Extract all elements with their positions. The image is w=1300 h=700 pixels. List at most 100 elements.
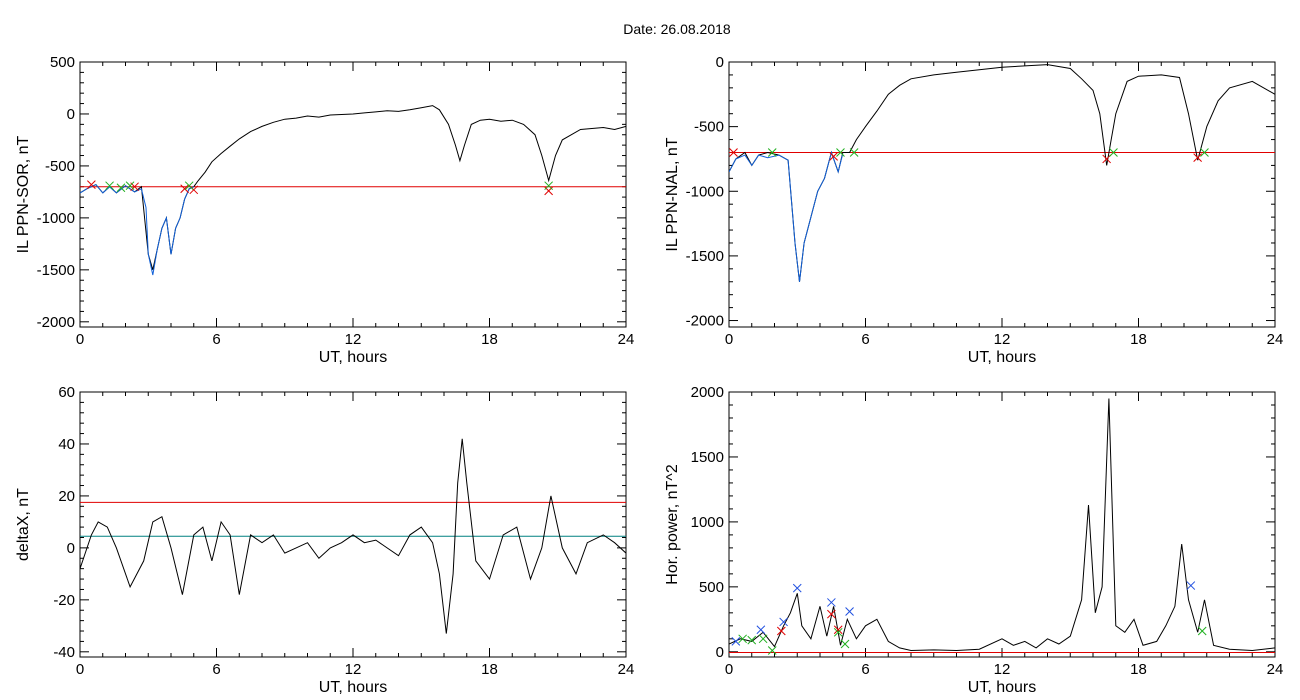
x-marker: [1197, 626, 1207, 636]
marker-stroke: [845, 607, 854, 616]
x-tick-label: 6: [861, 331, 869, 348]
series-line-0: [80, 105, 626, 270]
x-marker: [738, 634, 748, 644]
x-tick-label: 18: [1130, 331, 1147, 348]
x-marker: [776, 626, 786, 636]
marker-stroke: [1186, 581, 1196, 590]
panel-sor: 0 6 12 18 24 500 0 -500 -1000 -1500 -2000 UT, hours…: [15, 54, 634, 366]
marker-stroke: [827, 609, 836, 619]
marker-stroke: [1200, 148, 1209, 157]
x-tick-label: 18: [481, 331, 498, 348]
x-tick-label: 18: [481, 661, 498, 678]
marker-stroke: [1109, 148, 1118, 157]
marker-stroke: [836, 148, 845, 157]
x-marker: [758, 634, 768, 644]
y-tick-label: 0: [67, 540, 75, 557]
marker-stroke: [779, 617, 788, 627]
x-tick-label: 0: [725, 661, 733, 678]
y-tick-label: -500: [694, 119, 724, 136]
marker-stroke: [756, 625, 766, 635]
panel-hpower: 0 6 12 18 24 2000 1500 1000 500 0 UT, hours Hor. po…: [664, 384, 1283, 696]
marker-stroke: [180, 184, 190, 194]
y-tick-label: -2000: [37, 314, 75, 331]
x-marker: [180, 184, 190, 194]
marker-stroke: [833, 625, 843, 635]
x-marker: [729, 148, 738, 157]
marker-stroke: [767, 646, 777, 655]
marker-stroke: [792, 583, 802, 593]
marker-stroke: [849, 148, 859, 157]
x-marker: [747, 635, 757, 645]
y-tick-label: -2000: [686, 313, 724, 330]
y-tick-label: 40: [58, 436, 75, 453]
x-marker: [836, 148, 845, 157]
marker-stroke: [840, 639, 850, 649]
x-marker: [779, 617, 788, 627]
x-marker: [1200, 148, 1209, 157]
x-marker: [544, 181, 554, 191]
y-tick-label: 1000: [691, 514, 724, 531]
y-axis-label: deltaX, nT: [15, 488, 32, 561]
x-marker: [767, 148, 777, 157]
series-line-0: [729, 64, 1275, 282]
date-label: Date: 26.08.2018: [623, 21, 731, 37]
marker-stroke: [767, 148, 777, 157]
x-tick-label: 0: [76, 331, 84, 348]
x-marker: [125, 181, 135, 191]
panel-nal: 0 6 12 18 24 0 -500 -1000 -1500 -2000 UT, hours IL …: [664, 54, 1283, 366]
x-tick-label: 12: [994, 661, 1011, 678]
x-axis-label: UT, hours: [968, 679, 1036, 696]
plot-area: [80, 438, 626, 634]
y-tick-label: 500: [50, 54, 75, 71]
x-marker: [845, 607, 854, 616]
x-tick-label: 6: [212, 661, 220, 678]
marker-stroke: [833, 627, 843, 637]
marker-stroke: [105, 181, 114, 191]
marker-stroke: [747, 635, 757, 645]
marker-stroke: [776, 626, 786, 636]
x-axis-label: UT, hours: [319, 349, 387, 366]
x-marker: [849, 148, 859, 157]
plot-area: [80, 105, 626, 276]
x-marker: [827, 598, 836, 607]
plot-frame: [79, 391, 627, 658]
y-tick-label: -500: [45, 158, 75, 175]
y-tick-label: 500: [699, 579, 724, 596]
y-axis-label: IL PPN-SOR, nT: [15, 135, 32, 253]
x-marker: [1193, 153, 1203, 163]
marker-stroke: [544, 181, 554, 191]
y-tick-label: 0: [716, 644, 724, 661]
series-line-0: [80, 438, 626, 634]
plot-frame: [728, 61, 1276, 328]
y-tick-label: 0: [67, 106, 75, 123]
x-marker: [767, 646, 777, 655]
marker-stroke: [1197, 626, 1207, 636]
x-marker: [827, 609, 836, 619]
x-marker: [184, 181, 194, 191]
x-axis-label: UT, hours: [319, 679, 387, 696]
x-tick-label: 18: [1130, 661, 1147, 678]
x-tick-label: 6: [212, 331, 220, 348]
y-tick-label: 2000: [691, 384, 724, 401]
marker-stroke: [116, 183, 126, 193]
x-marker: [756, 625, 766, 635]
marker-stroke: [87, 180, 96, 189]
y-tick-label: 0: [716, 54, 724, 71]
x-marker: [833, 627, 843, 637]
x-marker: [1109, 148, 1118, 157]
y-tick-label: 1500: [691, 449, 724, 466]
plot-area: [729, 398, 1275, 655]
y-axis-label: IL PPN-NAL, nT: [664, 137, 681, 251]
marker-stroke: [758, 634, 768, 644]
marker-stroke: [738, 634, 748, 644]
x-marker: [731, 637, 741, 646]
marker-stroke: [1193, 153, 1203, 163]
x-tick-label: 0: [76, 661, 84, 678]
marker-stroke: [731, 637, 741, 646]
series-line-1: [80, 183, 195, 276]
y-tick-label: 20: [58, 488, 75, 505]
x-marker: [105, 181, 114, 191]
panel-deltax: 0 6 12 18 24 60 40 20 0 -20 -40 UT, hours deltaX, nT: [15, 384, 634, 696]
y-axis-label: Hor. power, nT^2: [664, 464, 681, 585]
